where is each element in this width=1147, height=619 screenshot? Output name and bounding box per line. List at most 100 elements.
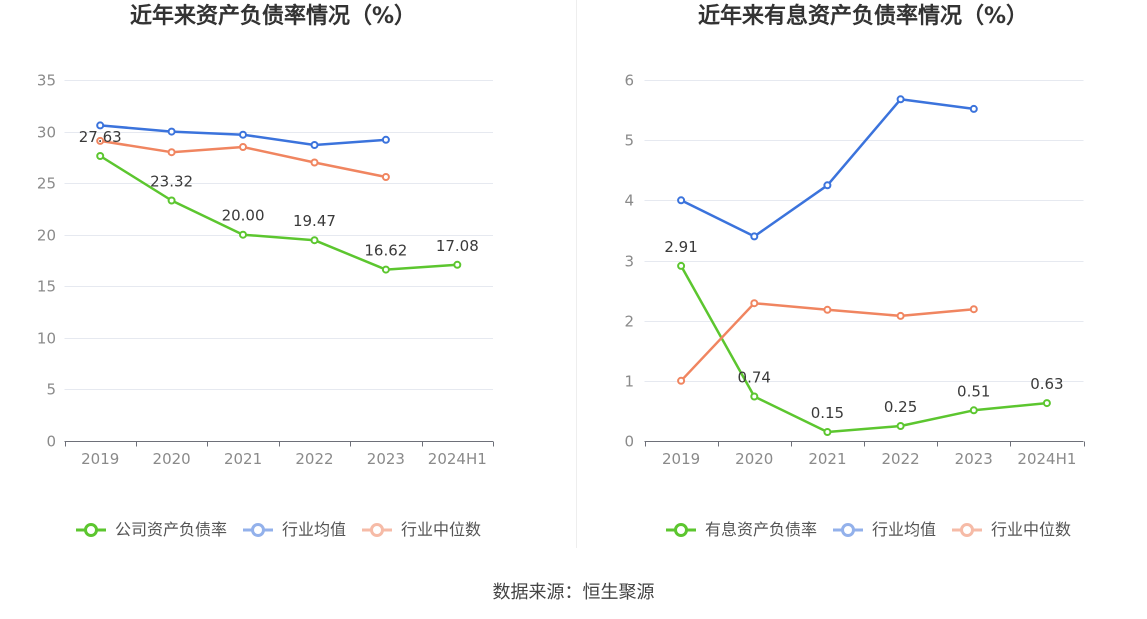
legend-item-industry-mean[interactable]: 行业均值	[242, 518, 346, 542]
x-tick-label: 2024H1	[428, 450, 487, 468]
data-label: 27.63	[79, 128, 122, 146]
data-point[interactable]	[677, 376, 686, 385]
data-point[interactable]	[381, 173, 390, 181]
y-axis: 0 1 2 3 4 5 6	[624, 72, 634, 451]
y-tick-label: 0	[624, 433, 634, 451]
y-tick-label: 4	[624, 192, 634, 210]
data-point[interactable]	[310, 158, 319, 167]
legend-item-company-ratio[interactable]: 公司资产负债率	[75, 518, 227, 542]
data-label: 0.51	[957, 382, 990, 400]
data-point[interactable]	[969, 406, 978, 415]
legend-line-marker-icon	[76, 523, 106, 537]
series-line-industry-mean	[679, 98, 976, 238]
x-axis: 2019 2020 2021 2022 2023 2024H1	[644, 441, 1085, 468]
series-industry-mean	[96, 121, 390, 149]
y-tick-label: 15	[37, 278, 56, 296]
y-tick-label: 0	[46, 433, 56, 451]
data-label: 19.47	[293, 212, 336, 230]
y-axis: 0 5 10 15 20 25 30 35	[37, 72, 56, 451]
x-tick-label: 2023	[955, 450, 993, 468]
data-label: 2.91	[664, 238, 697, 256]
data-point[interactable]	[969, 104, 978, 113]
data-point[interactable]	[969, 305, 978, 314]
x-tick-label: 2021	[808, 450, 846, 468]
data-labels: 27.63 23.32 20.00 19.47 16.62 17.08	[79, 128, 479, 260]
data-point[interactable]	[381, 265, 390, 274]
legend-icon-circle	[84, 523, 98, 537]
legend-item-industry-median[interactable]: 行业中位数	[951, 518, 1071, 542]
data-point[interactable]	[823, 305, 832, 314]
line-chart: 0 5 10 15 20 25 30 35 2019 2020 2021 2022 2023 2024H1…	[37, 72, 494, 468]
y-tick-label: 25	[37, 175, 56, 193]
series-line-primary-ratio	[679, 264, 1049, 434]
legend-icon-circle	[960, 523, 975, 537]
y-tick-label: 6	[624, 72, 634, 90]
line-chart: 0 1 2 3 4 5 6 2019 2020 2021 2022 2023 2024H1 2.91 0.7…	[624, 72, 1085, 468]
y-grid	[644, 80, 1084, 382]
y-tick-label: 3	[624, 253, 634, 271]
chart-panel-debt-ratio: 近年来资产负债率情况（%） 0 5 10 15 20 25 30 35 2019 2020 2021…	[0, 0, 576, 560]
chart-title: 近年来资产负债率情况（%）	[129, 4, 417, 29]
legend-item-industry-mean[interactable]: 行业均值	[832, 518, 936, 542]
series-line-primary-ratio	[98, 154, 459, 271]
x-tick-label: 2024H1	[1017, 450, 1076, 468]
data-source-note: 数据来源：恒生聚源	[492, 582, 655, 603]
data-point[interactable]	[239, 230, 247, 239]
y-tick-label: 10	[37, 330, 56, 348]
chart-title: 近年来有息资产负债率情况（%）	[697, 4, 1029, 29]
data-point[interactable]	[453, 260, 462, 269]
data-point[interactable]	[310, 236, 319, 245]
series-industry-mean	[677, 95, 978, 241]
data-point[interactable]	[750, 232, 759, 241]
y-tick-label: 20	[37, 227, 56, 245]
data-point[interactable]	[96, 152, 105, 160]
data-point[interactable]	[167, 148, 176, 157]
legend-icon-circle	[251, 523, 266, 537]
data-point[interactable]	[750, 392, 759, 401]
series-industry-median	[677, 299, 978, 385]
legend-line-marker-icon	[666, 523, 696, 537]
legend-label: 行业中位数	[991, 520, 1072, 539]
data-point[interactable]	[96, 121, 105, 130]
legend-icon-circle	[841, 523, 856, 537]
legend-label: 公司资产负债率	[115, 520, 228, 539]
data-point[interactable]	[896, 422, 905, 430]
x-axis: 2019 2020 2021 2022 2023 2024H1	[64, 441, 494, 468]
series-primary-ratio	[96, 152, 462, 274]
x-tick-label: 2019	[662, 450, 700, 468]
data-point[interactable]	[167, 127, 176, 136]
legend-line-marker-icon	[952, 523, 983, 537]
data-point[interactable]	[677, 196, 686, 205]
data-point[interactable]	[896, 311, 905, 320]
data-point[interactable]	[239, 143, 247, 151]
data-label: 23.32	[150, 173, 193, 191]
chart-panel-interest-bearing-debt-ratio: 近年来有息资产负债率情况（%） 0 1 2 3 4 5 6 2019 2020 2021 2022 2…	[576, 0, 1147, 560]
legend-line-marker-icon	[833, 523, 864, 537]
y-tick-label: 1	[624, 373, 634, 391]
data-point[interactable]	[896, 95, 905, 104]
data-point[interactable]	[1042, 399, 1051, 408]
y-tick-label: 2	[624, 313, 634, 331]
series-industry-median	[96, 136, 390, 181]
x-tick-label: 2019	[81, 450, 119, 468]
legend-icon-circle	[370, 523, 385, 537]
legend-label: 行业均值	[872, 520, 937, 539]
legend-item-industry-median[interactable]: 行业中位数	[361, 518, 481, 542]
data-point[interactable]	[750, 299, 759, 308]
chart-legend: 有息资产负债率 行业均值 行业中位数	[665, 518, 1071, 542]
series-primary-ratio	[677, 261, 1051, 436]
data-point[interactable]	[381, 135, 390, 144]
data-point[interactable]	[823, 428, 832, 436]
data-labels: 2.91 0.74 0.15 0.25 0.51 0.63	[664, 238, 1063, 422]
data-point[interactable]	[239, 130, 247, 139]
data-point[interactable]	[823, 181, 832, 190]
x-tick-label: 2022	[295, 450, 333, 468]
x-tick-label: 2022	[881, 450, 919, 468]
data-point[interactable]	[96, 136, 105, 145]
data-point[interactable]	[677, 261, 686, 270]
legend-label: 有息资产负债率	[705, 520, 818, 539]
legend-label: 行业均值	[282, 520, 347, 539]
legend-item-interest-bearing-ratio[interactable]: 有息资产负债率	[665, 518, 817, 542]
data-point[interactable]	[310, 141, 319, 149]
data-point[interactable]	[167, 196, 176, 205]
